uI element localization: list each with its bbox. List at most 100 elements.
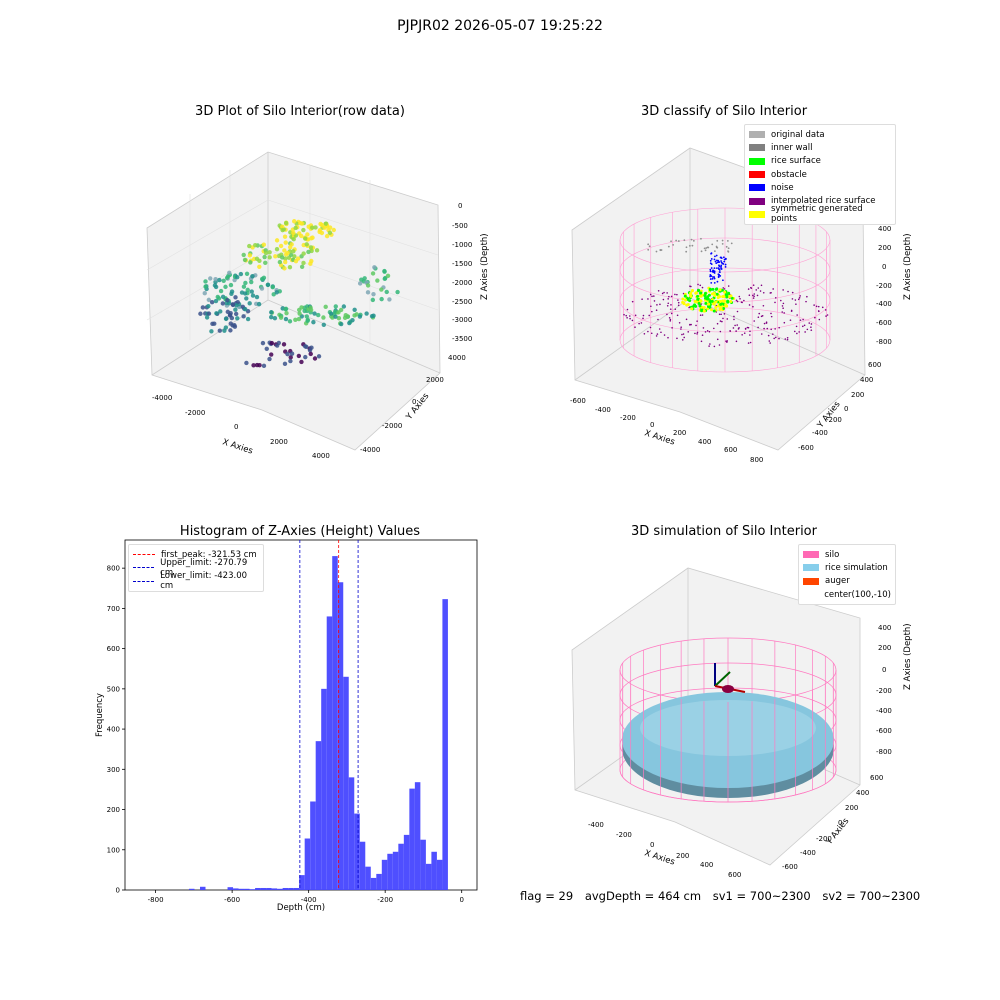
raw-point — [305, 318, 310, 324]
classify-xlabel: X Axies — [643, 428, 676, 447]
histogram-bar — [266, 887, 272, 890]
legend-swatch — [749, 144, 765, 152]
interpolated-point — [670, 304, 672, 306]
interpolated-point — [669, 320, 672, 322]
histogram-bar — [436, 859, 443, 890]
raw-point — [292, 219, 297, 224]
raw-point — [244, 296, 249, 301]
raw-point — [208, 276, 213, 281]
raw-point — [213, 276, 218, 282]
rice-surface-point — [694, 304, 698, 308]
interpolated-point — [753, 293, 756, 295]
raw-point — [241, 284, 247, 289]
wall-point — [726, 240, 729, 242]
interpolated-point — [649, 326, 652, 329]
wall-point — [685, 250, 688, 253]
interpolated-point — [794, 299, 797, 301]
raw-point — [198, 311, 203, 316]
rice-surface-point — [725, 295, 729, 299]
noise-point — [710, 258, 713, 260]
noise-point — [710, 267, 713, 269]
interpolated-point — [725, 340, 727, 342]
rice-surface-point — [702, 309, 706, 313]
histogram-bar — [442, 599, 448, 890]
histogram-bar — [431, 851, 437, 890]
interpolated-point — [674, 293, 676, 296]
wall-point — [716, 239, 719, 242]
classify-ytick: 400 — [860, 376, 873, 384]
raw-point — [347, 320, 352, 326]
interpolated-point — [642, 314, 645, 317]
interpolated-point — [713, 327, 715, 330]
interpolated-point — [791, 298, 794, 300]
raw-point — [274, 290, 279, 295]
histogram-bar — [326, 616, 333, 890]
raw-plot-title: 3D Plot of Silo Interior(row data) — [195, 104, 405, 119]
raw-point — [215, 294, 220, 300]
legend-swatch — [803, 551, 819, 559]
interpolated-point — [814, 316, 816, 319]
interpolated-point — [778, 326, 780, 329]
interpolated-point — [781, 311, 784, 313]
raw-point — [371, 313, 376, 318]
raw-point — [292, 254, 297, 259]
classify-xtick: 400 — [698, 438, 711, 446]
histogram-bar — [343, 676, 349, 890]
histogram-bar — [359, 841, 366, 890]
raw-point — [370, 297, 376, 303]
wall-point — [705, 247, 708, 249]
raw-point — [225, 309, 231, 315]
classify-legend: original data inner wall rice surface ob… — [744, 124, 896, 226]
legend-swatch — [749, 197, 765, 205]
legend-label: first_peak: -321.53 cm — [161, 549, 257, 560]
interpolated-point — [763, 327, 765, 330]
legend-line — [133, 554, 155, 556]
histogram-bar — [387, 853, 393, 890]
histogram-bar — [409, 788, 415, 890]
interpolated-point — [787, 290, 789, 293]
raw-point — [234, 303, 239, 308]
interpolated-point — [690, 285, 692, 288]
histogram-ytick-label: 600 — [107, 645, 120, 653]
classify-ztick: -200 — [876, 282, 892, 290]
interpolated-point — [669, 318, 672, 321]
interpolated-point — [658, 328, 661, 330]
interpolated-point — [733, 318, 735, 321]
interpolated-point — [697, 283, 699, 286]
rice-surface-point — [699, 294, 703, 298]
rice-surface-point — [705, 297, 709, 301]
interpolated-point — [744, 328, 747, 330]
interpolated-point — [648, 314, 651, 317]
raw-point — [291, 236, 296, 242]
raw-3d-plot: -4000 -2000 0 2000 4000 X Axies 4000 200… — [146, 151, 490, 460]
raw-point — [247, 253, 253, 258]
histogram-bar — [277, 888, 283, 890]
interpolated-point — [696, 320, 698, 322]
raw-point — [242, 306, 248, 312]
noise-point — [722, 256, 725, 259]
histogram-bar — [376, 873, 382, 890]
raw-point — [241, 314, 246, 319]
legend-swatch — [803, 577, 819, 585]
raw-point — [293, 225, 298, 231]
histogram-bar — [249, 889, 256, 890]
status-footer: flag = 29 avgDepth = 464 cm sv1 = 700~23… — [520, 889, 928, 903]
interpolated-point — [681, 339, 684, 341]
raw-point — [336, 310, 341, 315]
rice-surface-point — [723, 290, 727, 294]
interpolated-point — [690, 323, 692, 326]
interpolated-point — [669, 308, 672, 310]
classify-ztick: 0 — [882, 263, 886, 271]
raw-point — [384, 289, 389, 295]
rice-surface-point — [721, 295, 725, 299]
interpolated-point — [786, 336, 789, 339]
interpolated-point — [772, 288, 774, 290]
raw-point — [269, 314, 274, 320]
interpolated-point — [821, 306, 824, 309]
raw-point — [206, 311, 212, 316]
raw-xtick: 4000 — [312, 452, 330, 460]
raw-point — [299, 233, 304, 239]
legend-label: Upper_limit: -270.79 cm — [160, 557, 248, 578]
interpolated-point — [770, 312, 772, 315]
noise-point — [720, 260, 722, 262]
